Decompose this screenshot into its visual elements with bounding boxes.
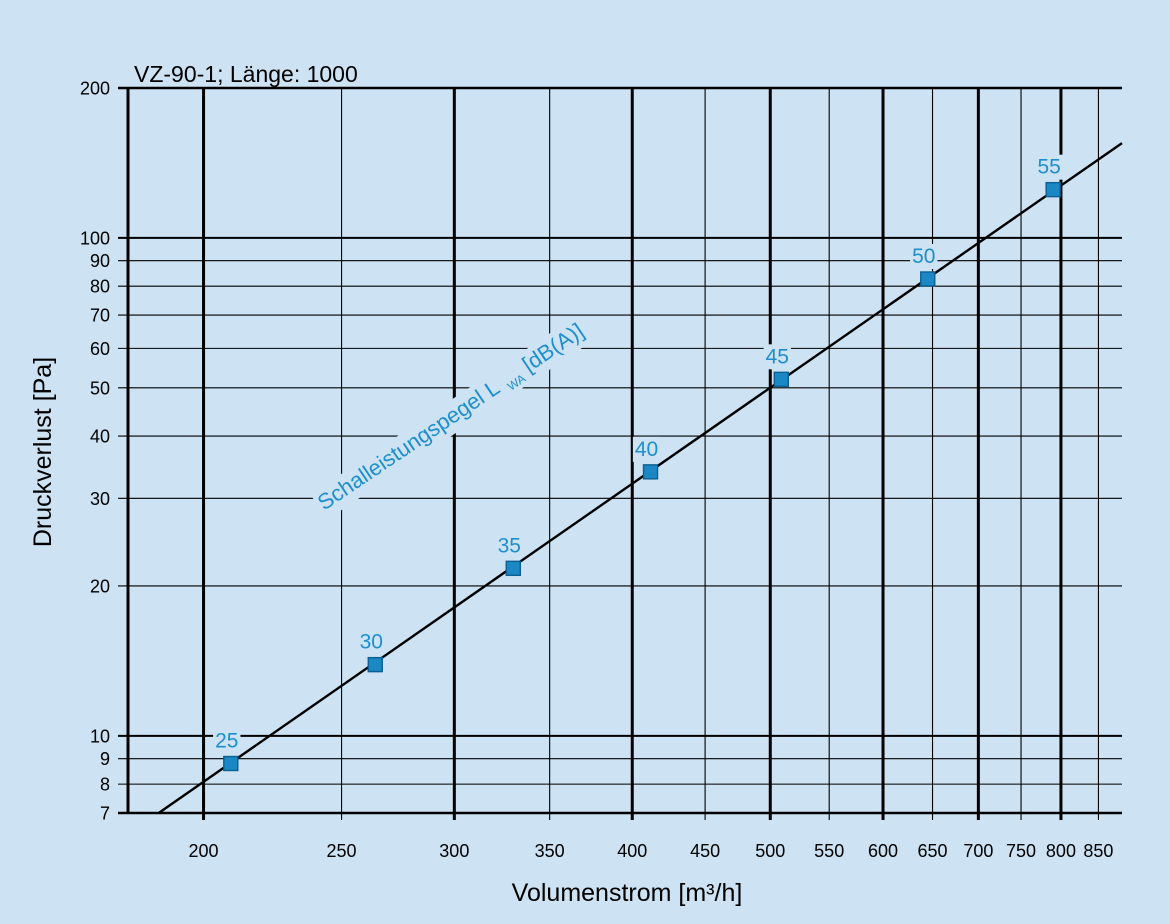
y-tick-label-8: 8 xyxy=(100,775,110,795)
data-point-label-50: 50 xyxy=(912,245,935,268)
x-tick-label-650: 650 xyxy=(918,841,948,861)
y-tick-label-30: 30 xyxy=(90,489,110,509)
x-tick-label-750: 750 xyxy=(1006,841,1036,861)
x-tick-labels: 200 250 300 350 400 450 500 550 600 650 700 750 800 8… xyxy=(189,841,1114,861)
data-point-40 xyxy=(642,464,659,480)
x-tick-label-550: 550 xyxy=(814,841,844,861)
y-tick-label-70: 70 xyxy=(90,306,110,326)
data-point-label-background xyxy=(910,243,938,269)
fit-line-layer xyxy=(157,142,1123,814)
x-axis-label: Volumenstrom [m³/h] xyxy=(512,879,743,907)
data-point-55 xyxy=(1045,181,1061,198)
grid xyxy=(118,86,1122,820)
y-tick-label-80: 80 xyxy=(90,277,110,297)
data-point-label-group-50: 50 xyxy=(910,243,938,269)
y-tick-label-60: 60 xyxy=(90,339,110,359)
data-point-50 xyxy=(920,271,936,287)
data-point-label-group-30: 30 xyxy=(357,629,385,655)
x-tick-label-350: 350 xyxy=(535,841,565,861)
point-labels: 25 30 35 40 45 50 55 xyxy=(213,154,1063,754)
x-tick-label-250: 250 xyxy=(327,841,357,861)
data-point-35 xyxy=(505,560,521,577)
data-point-label-background xyxy=(763,344,791,370)
data-points xyxy=(223,181,1061,772)
data-point-30 xyxy=(367,656,383,673)
x-tick-label-300: 300 xyxy=(439,841,469,861)
x-tick-label-800: 800 xyxy=(1046,841,1076,861)
data-point-label-group-55: 55 xyxy=(1035,154,1063,180)
y-tick-label-20: 20 xyxy=(90,576,110,596)
data-point-label-group-45: 45 xyxy=(763,344,791,370)
y-axis-label: Druckverlust [Pa] xyxy=(29,357,57,547)
y-tick-label-200: 200 xyxy=(80,79,110,99)
data-point-label-35: 35 xyxy=(498,534,521,557)
x-tick-label-700: 700 xyxy=(963,841,993,861)
data-point-45 xyxy=(773,371,789,388)
fit-line xyxy=(157,142,1123,814)
x-tick-label-200: 200 xyxy=(189,841,219,861)
y-tick-label-50: 50 xyxy=(90,378,110,398)
data-point-label-55: 55 xyxy=(1037,156,1060,179)
x-tick-label-500: 500 xyxy=(755,841,785,861)
x-tick-label-450: 450 xyxy=(690,841,720,861)
data-point-label-background xyxy=(357,629,385,655)
y-tick-label-9: 9 xyxy=(100,749,110,769)
y-tick-label-7: 7 xyxy=(100,804,110,824)
x-tick-label-850: 850 xyxy=(1083,841,1113,861)
y-tick-labels: 200 100 90 80 70 60 50 40 30 20 10 9 8 7 xyxy=(80,79,110,824)
data-point-label-background xyxy=(1035,154,1063,180)
data-point-label-group-40: 40 xyxy=(632,436,661,462)
data-point-label-40: 40 xyxy=(635,438,658,461)
x-tick-label-600: 600 xyxy=(868,841,898,861)
y-tick-label-10: 10 xyxy=(90,726,110,746)
data-point-label-background xyxy=(632,436,661,462)
y-tick-label-90: 90 xyxy=(90,251,110,271)
y-tick-label-100: 100 xyxy=(80,228,110,248)
data-point-label-background xyxy=(495,533,523,559)
x-tick-label-400: 400 xyxy=(617,841,647,861)
data-point-label-30: 30 xyxy=(360,631,383,654)
y-tick-label-40: 40 xyxy=(90,427,110,447)
data-point-25 xyxy=(223,755,239,772)
data-point-label-group-35: 35 xyxy=(495,533,523,559)
annotation-background xyxy=(310,316,593,520)
data-point-label-background xyxy=(213,728,241,754)
data-point-label-25: 25 xyxy=(215,730,238,753)
data-point-label-group-25: 25 xyxy=(213,728,241,754)
chart-title: VZ-90-1; Länge: 1000 xyxy=(134,61,358,87)
data-point-label-45: 45 xyxy=(766,345,789,368)
